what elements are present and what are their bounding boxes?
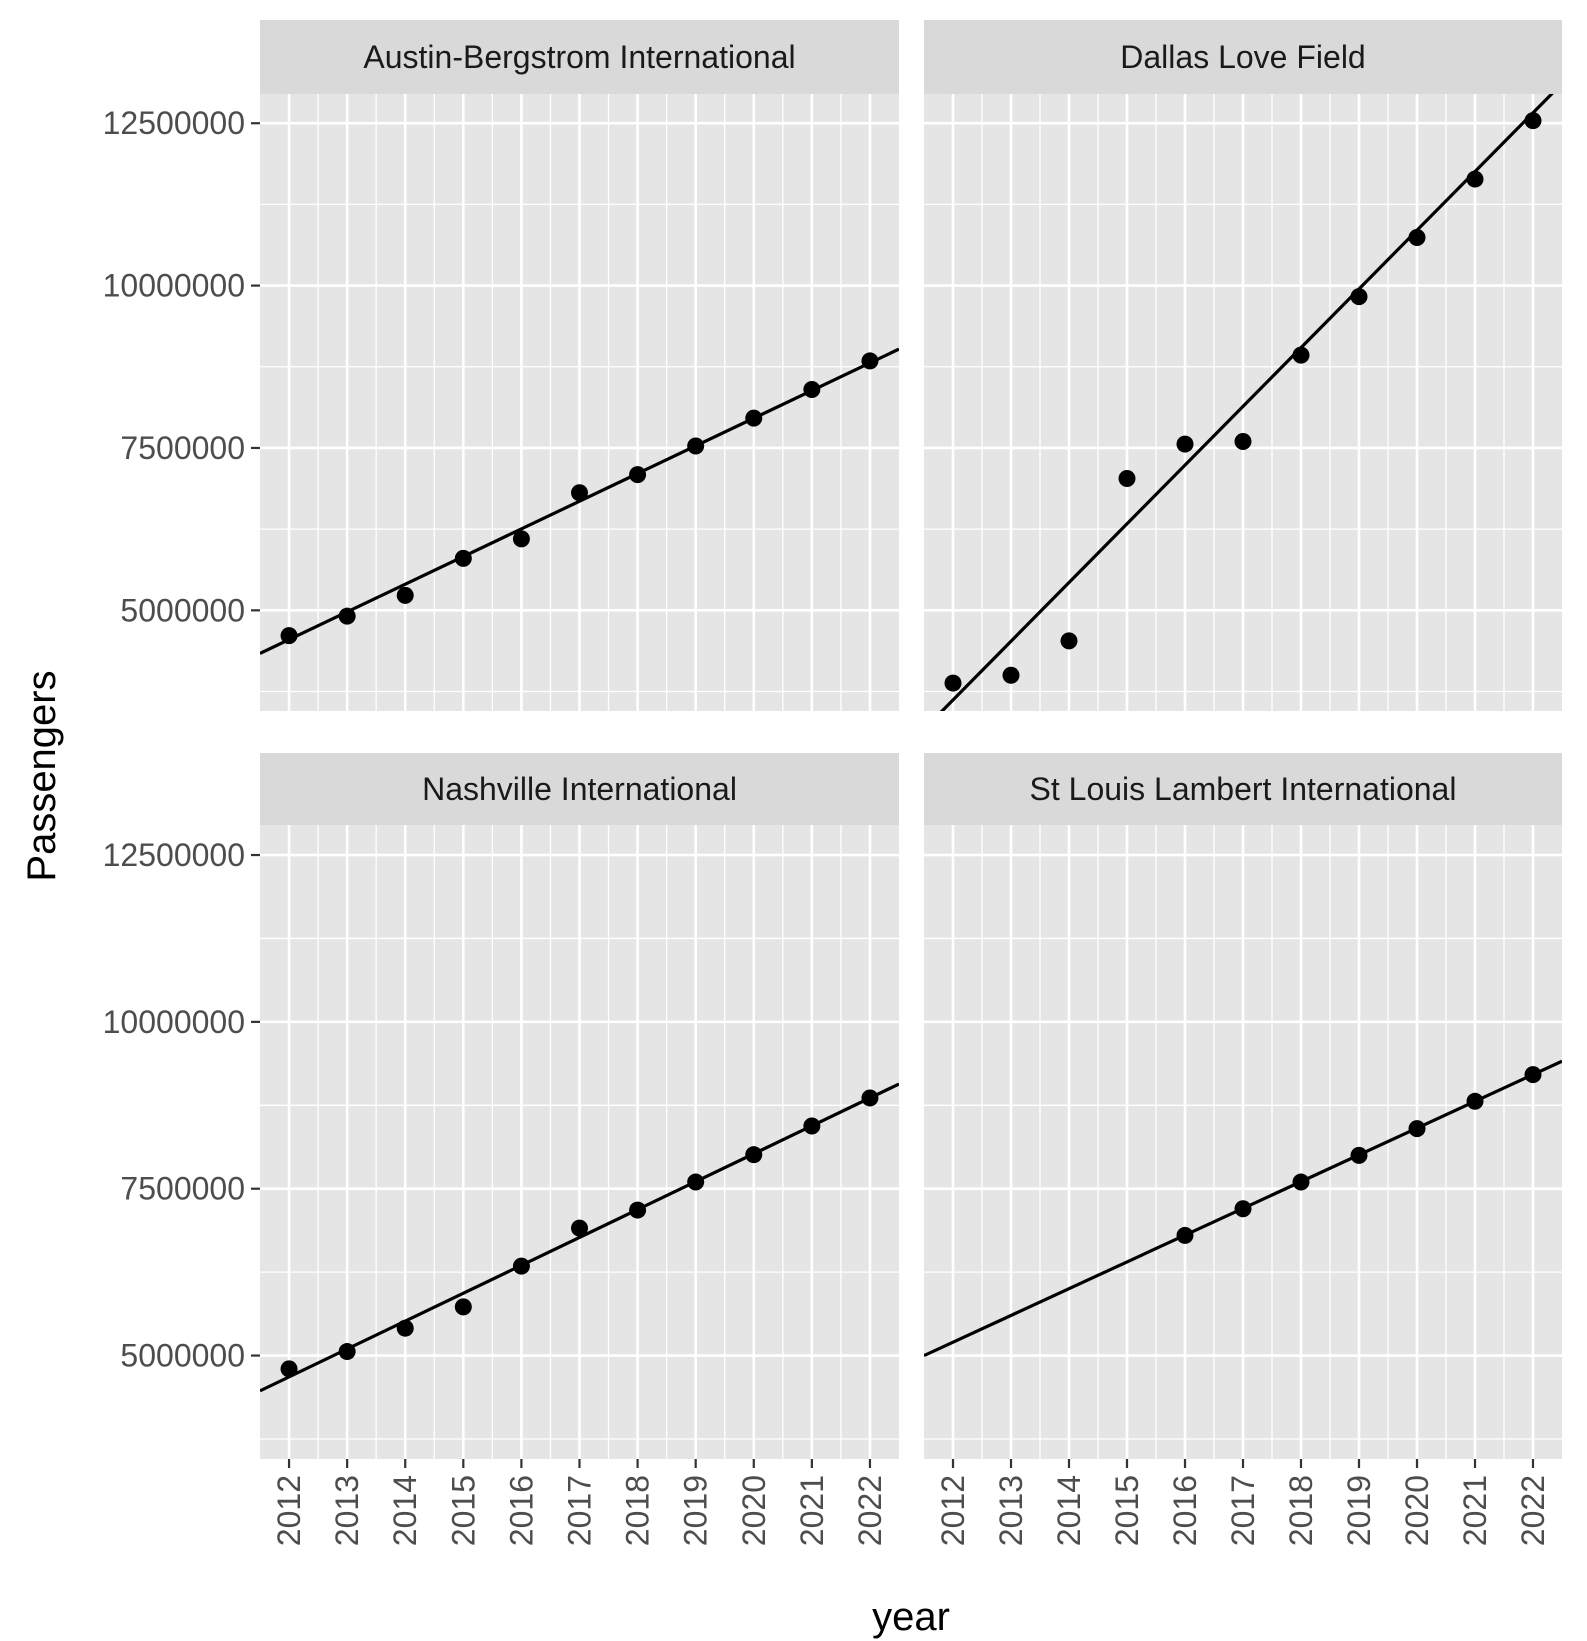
data-point bbox=[1408, 1120, 1426, 1138]
panel-title: Dallas Love Field bbox=[1120, 39, 1365, 75]
data-point bbox=[512, 1257, 530, 1275]
data-point bbox=[1234, 432, 1252, 450]
panel-title: St Louis Lambert International bbox=[1030, 771, 1457, 807]
data-point bbox=[1292, 346, 1310, 364]
y-tick-label: 10000000 bbox=[103, 268, 245, 304]
data-point bbox=[803, 1117, 821, 1135]
x-tick-label: 2018 bbox=[620, 1475, 656, 1546]
strip-background bbox=[924, 753, 1562, 825]
trend-line bbox=[939, 94, 1554, 711]
x-tick-label: 2014 bbox=[1051, 1475, 1087, 1546]
data-point bbox=[1350, 288, 1368, 306]
data-point bbox=[629, 1201, 647, 1219]
x-tick-label: 2017 bbox=[562, 1475, 598, 1546]
data-point bbox=[1408, 229, 1426, 247]
data-point bbox=[1524, 1066, 1542, 1084]
x-tick-label: 2019 bbox=[1341, 1475, 1377, 1546]
y-tick-label: 7500000 bbox=[120, 430, 245, 466]
data-point bbox=[1060, 632, 1078, 650]
strip-background bbox=[260, 753, 899, 825]
data-point bbox=[338, 1343, 356, 1361]
data-point bbox=[629, 466, 647, 484]
x-tick-label: 2013 bbox=[993, 1475, 1029, 1546]
data-point bbox=[280, 1360, 298, 1378]
data-point bbox=[687, 437, 705, 455]
panel: Dallas Love Field bbox=[924, 20, 1562, 711]
x-tick-label: 2012 bbox=[935, 1475, 971, 1546]
x-tick-label: 2017 bbox=[1225, 1475, 1261, 1546]
data-point bbox=[396, 586, 414, 604]
x-tick-label: 2022 bbox=[1515, 1475, 1551, 1546]
y-tick-label: 12500000 bbox=[103, 837, 245, 873]
data-point bbox=[687, 1173, 705, 1191]
data-point bbox=[454, 1298, 472, 1316]
x-tick-label: 2012 bbox=[271, 1475, 307, 1546]
data-point bbox=[338, 607, 356, 625]
strip-background bbox=[924, 20, 1562, 94]
data-point bbox=[861, 1089, 879, 1107]
y-tick-label: 5000000 bbox=[120, 592, 245, 628]
data-point bbox=[1350, 1146, 1368, 1164]
data-point bbox=[396, 1319, 414, 1337]
data-point bbox=[1234, 1200, 1252, 1218]
x-tick-label: 2021 bbox=[794, 1475, 830, 1546]
data-point bbox=[1466, 1092, 1484, 1110]
strip-background bbox=[260, 20, 899, 94]
trend-line bbox=[260, 1082, 899, 1393]
data-point bbox=[280, 627, 298, 645]
panel-title: Austin-Bergstrom International bbox=[363, 39, 795, 75]
x-axis-title: year bbox=[872, 1595, 950, 1639]
data-point bbox=[454, 549, 472, 567]
data-point bbox=[571, 1219, 588, 1237]
y-tick-label: 10000000 bbox=[103, 1004, 245, 1040]
x-tick-label: 2015 bbox=[445, 1475, 481, 1546]
data-point bbox=[803, 381, 821, 399]
x-tick-label: 2022 bbox=[852, 1475, 888, 1546]
x-tick-label: 2020 bbox=[736, 1475, 772, 1546]
y-tick-label: 7500000 bbox=[120, 1171, 245, 1207]
y-axis-title: Passengers bbox=[20, 670, 64, 881]
panel-title: Nashville International bbox=[422, 771, 737, 807]
data-point bbox=[512, 530, 530, 548]
x-tick-label: 2014 bbox=[387, 1475, 423, 1546]
y-tick-label: 5000000 bbox=[120, 1338, 245, 1374]
data-point bbox=[944, 674, 962, 692]
x-tick-label: 2013 bbox=[329, 1475, 365, 1546]
x-tick-label: 2016 bbox=[1167, 1475, 1203, 1546]
data-point bbox=[571, 484, 588, 502]
x-tick-label: 2018 bbox=[1283, 1475, 1319, 1546]
data-point bbox=[861, 352, 879, 370]
data-point bbox=[1292, 1173, 1310, 1191]
panel: St Louis Lambert International 2012 2013 20… bbox=[924, 753, 1562, 1546]
x-tick-label: 2021 bbox=[1457, 1475, 1493, 1546]
data-point bbox=[1118, 469, 1136, 487]
x-tick-label: 2016 bbox=[503, 1475, 539, 1546]
data-point bbox=[1466, 170, 1484, 188]
x-tick-label: 2019 bbox=[678, 1475, 714, 1546]
panel: Nashville International 5000000 7500000 100… bbox=[103, 753, 899, 1546]
data-point bbox=[745, 1146, 763, 1164]
data-point bbox=[745, 409, 763, 427]
x-tick-label: 2020 bbox=[1399, 1475, 1435, 1546]
x-tick-label: 2015 bbox=[1109, 1475, 1145, 1546]
data-point bbox=[1002, 666, 1020, 684]
y-tick-label: 12500000 bbox=[103, 105, 245, 141]
data-point bbox=[1176, 1226, 1194, 1244]
data-point bbox=[1176, 435, 1194, 453]
data-point bbox=[1524, 112, 1542, 130]
panel: Austin-Bergstrom International 5000000 750… bbox=[103, 20, 899, 711]
